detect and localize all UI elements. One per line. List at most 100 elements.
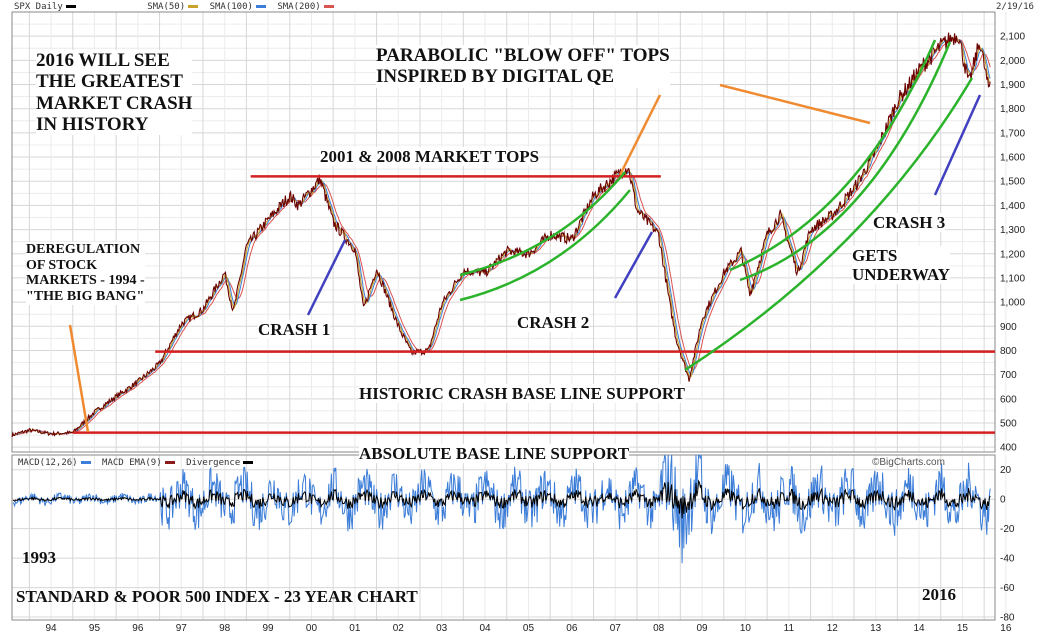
price-y-tick-label: 500 [1000, 418, 1017, 429]
macd-ema-swatch [164, 461, 175, 464]
macd-y-axis: 20 0 -20 -40 -60 -80 [1000, 465, 1015, 623]
parabolic-line-1: PARABOLIC "BLOW OFF" TOPS [376, 45, 670, 66]
crash-3-label: CRASH 3 [873, 213, 946, 233]
parabolic-callout-line-2 [719, 83, 871, 125]
macd-lines [12, 454, 991, 564]
deregulation-callout: DEREGULATION OF STOCK MARKETS - 1994 - "… [26, 242, 145, 305]
price-swatch [65, 5, 76, 8]
crash-2-label: CRASH 2 [517, 313, 590, 333]
macd-ema-label: MACD EMA(9) [102, 458, 162, 468]
macd-label: MACD(12,26) [18, 458, 78, 468]
macd-y-tick-label: -80 [1000, 613, 1015, 624]
channel-2015-upper [729, 39, 937, 272]
crash-1-arrow [306, 239, 347, 316]
macd-y-tick-label: -60 [1000, 583, 1015, 594]
market-tops-label: 2001 & 2008 MARKET TOPS [320, 147, 540, 167]
x-tick-label: 94 [45, 623, 57, 634]
price-y-tick-label: 1,100 [1000, 273, 1025, 284]
year-end-label: 2016 [922, 585, 956, 604]
chart-footer-title: STANDARD & POOR 500 INDEX - 23 YEAR CHAR… [16, 587, 418, 606]
price-y-tick-label: 2,000 [1000, 56, 1025, 67]
headline-line-4: IN HISTORY [36, 113, 149, 135]
sma200-label: SMA(200) [277, 2, 321, 12]
parabolic-line-2: INSPIRED BY DIGITAL QE [376, 66, 615, 88]
dereg-line-2: OF STOCK [26, 257, 98, 273]
x-tick-label: 05 [523, 623, 535, 634]
x-tick-label: 08 [653, 623, 665, 634]
price-y-tick-label: 600 [1000, 394, 1017, 405]
dereg-line-1: DEREGULATION [26, 242, 141, 257]
divergence-swatch [243, 461, 254, 464]
absolute-support-label: ABSOLUTE BASE LINE SUPPORT [359, 444, 630, 464]
historic-support-label: HISTORIC CRASH BASE LINE SUPPORT [359, 384, 685, 404]
price-y-tick-label: 2,100 [1000, 32, 1025, 43]
price-line [11, 32, 991, 438]
parabolic-callout-line-1 [618, 94, 662, 176]
chart-date: 2/19/16 [996, 2, 1034, 12]
deregulation-callout-line [68, 324, 90, 433]
price-y-tick-label: 1,800 [1000, 104, 1025, 115]
gets-line-2: UNDERWAY [852, 265, 950, 285]
x-tick-label: 03 [436, 623, 448, 634]
headline-line-3: MARKET CRASH [36, 92, 193, 114]
x-tick-label: 11 [784, 623, 795, 634]
x-tick-label: 07 [610, 623, 622, 634]
macd-y-tick-label: 20 [1000, 465, 1012, 476]
x-tick-label: 01 [349, 623, 361, 634]
sma50-swatch [188, 5, 199, 8]
price-y-tick-label: 1,500 [1000, 177, 1025, 188]
macd-swatch [80, 461, 91, 464]
parabolic-callout: PARABOLIC "BLOW OFF" TOPS INSPIRED BY DI… [376, 45, 670, 88]
sma50-label: SMA(50) [147, 2, 186, 12]
sma100-label: SMA(100) [209, 2, 253, 12]
price-y-tick-label: 400 [1000, 443, 1017, 454]
x-tick-label: 02 [393, 623, 405, 634]
x-tick-label: 99 [262, 623, 274, 634]
x-tick-label: 95 [89, 623, 101, 634]
sma100-swatch [255, 5, 266, 8]
x-tick-label: 98 [219, 623, 231, 634]
year-start-label: 1993 [22, 548, 56, 567]
x-tick-label: 16 [1000, 623, 1012, 634]
channel-2015-lower [684, 77, 974, 372]
headline-callout: 2016 WILL SEE THE GREATEST MARKET CRASH … [36, 50, 193, 136]
gets-underway-callout: GETS UNDERWAY [852, 246, 950, 285]
price-y-tick-label: 800 [1000, 346, 1017, 357]
dereg-line-4: "THE BIG BANG" [26, 289, 145, 305]
price-y-tick-label: 1,300 [1000, 225, 1025, 236]
crash-3-arrow [933, 94, 982, 196]
x-axis: 94 95 96 97 98 99 00 01 02 03 04 05 06 07 08 09 10 11 12 13… [45, 623, 1011, 634]
price-y-tick-label: 1,200 [1000, 249, 1025, 260]
price-y-tick-label: 1,700 [1000, 128, 1025, 139]
symbol-label: SPX Daily [14, 2, 63, 12]
macd-y-tick-label: 0 [1000, 495, 1006, 506]
crash-1-label: CRASH 1 [258, 320, 331, 340]
watermark: ©BigCharts.com [872, 457, 945, 468]
dereg-line-3: MARKETS - 1994 - [26, 273, 145, 289]
x-tick-label: 14 [913, 623, 925, 634]
price-y-axis: 400 500 600 700 800 900 1,000 1,100 1,200 1,300 1,… [1000, 32, 1025, 454]
channel-2007-upper [459, 171, 626, 277]
price-y-tick-label: 1,600 [1000, 153, 1025, 164]
macd-legend: MACD(12,26) MACD EMA(9) Divergence [18, 458, 259, 468]
x-tick-label: 00 [306, 623, 318, 634]
sma200-swatch [323, 5, 334, 8]
x-tick-label: 06 [566, 623, 578, 634]
x-tick-label: 04 [479, 623, 491, 634]
macd-y-tick-label: -20 [1000, 524, 1015, 535]
x-tick-label: 10 [740, 623, 752, 634]
crash-2-arrow [613, 231, 654, 299]
price-y-tick-label: 1,000 [1000, 298, 1025, 309]
price-y-tick-label: 1,900 [1000, 80, 1025, 91]
price-y-tick-label: 900 [1000, 322, 1017, 333]
divergence-label: Divergence [186, 458, 241, 468]
x-tick-label: 09 [696, 623, 708, 634]
x-tick-label: 97 [176, 623, 188, 634]
headline-line-2: THE GREATEST [36, 71, 183, 93]
annotation-lines [68, 39, 995, 434]
headline-line-1: 2016 WILL SEE [36, 50, 170, 71]
chart-header-legend: SPX Daily SMA(50) SMA(100) SMA(200) [14, 2, 340, 12]
macd-y-tick-label: -40 [1000, 554, 1015, 565]
gets-line-1: GETS [852, 246, 898, 265]
price-y-tick-label: 1,400 [1000, 201, 1025, 212]
